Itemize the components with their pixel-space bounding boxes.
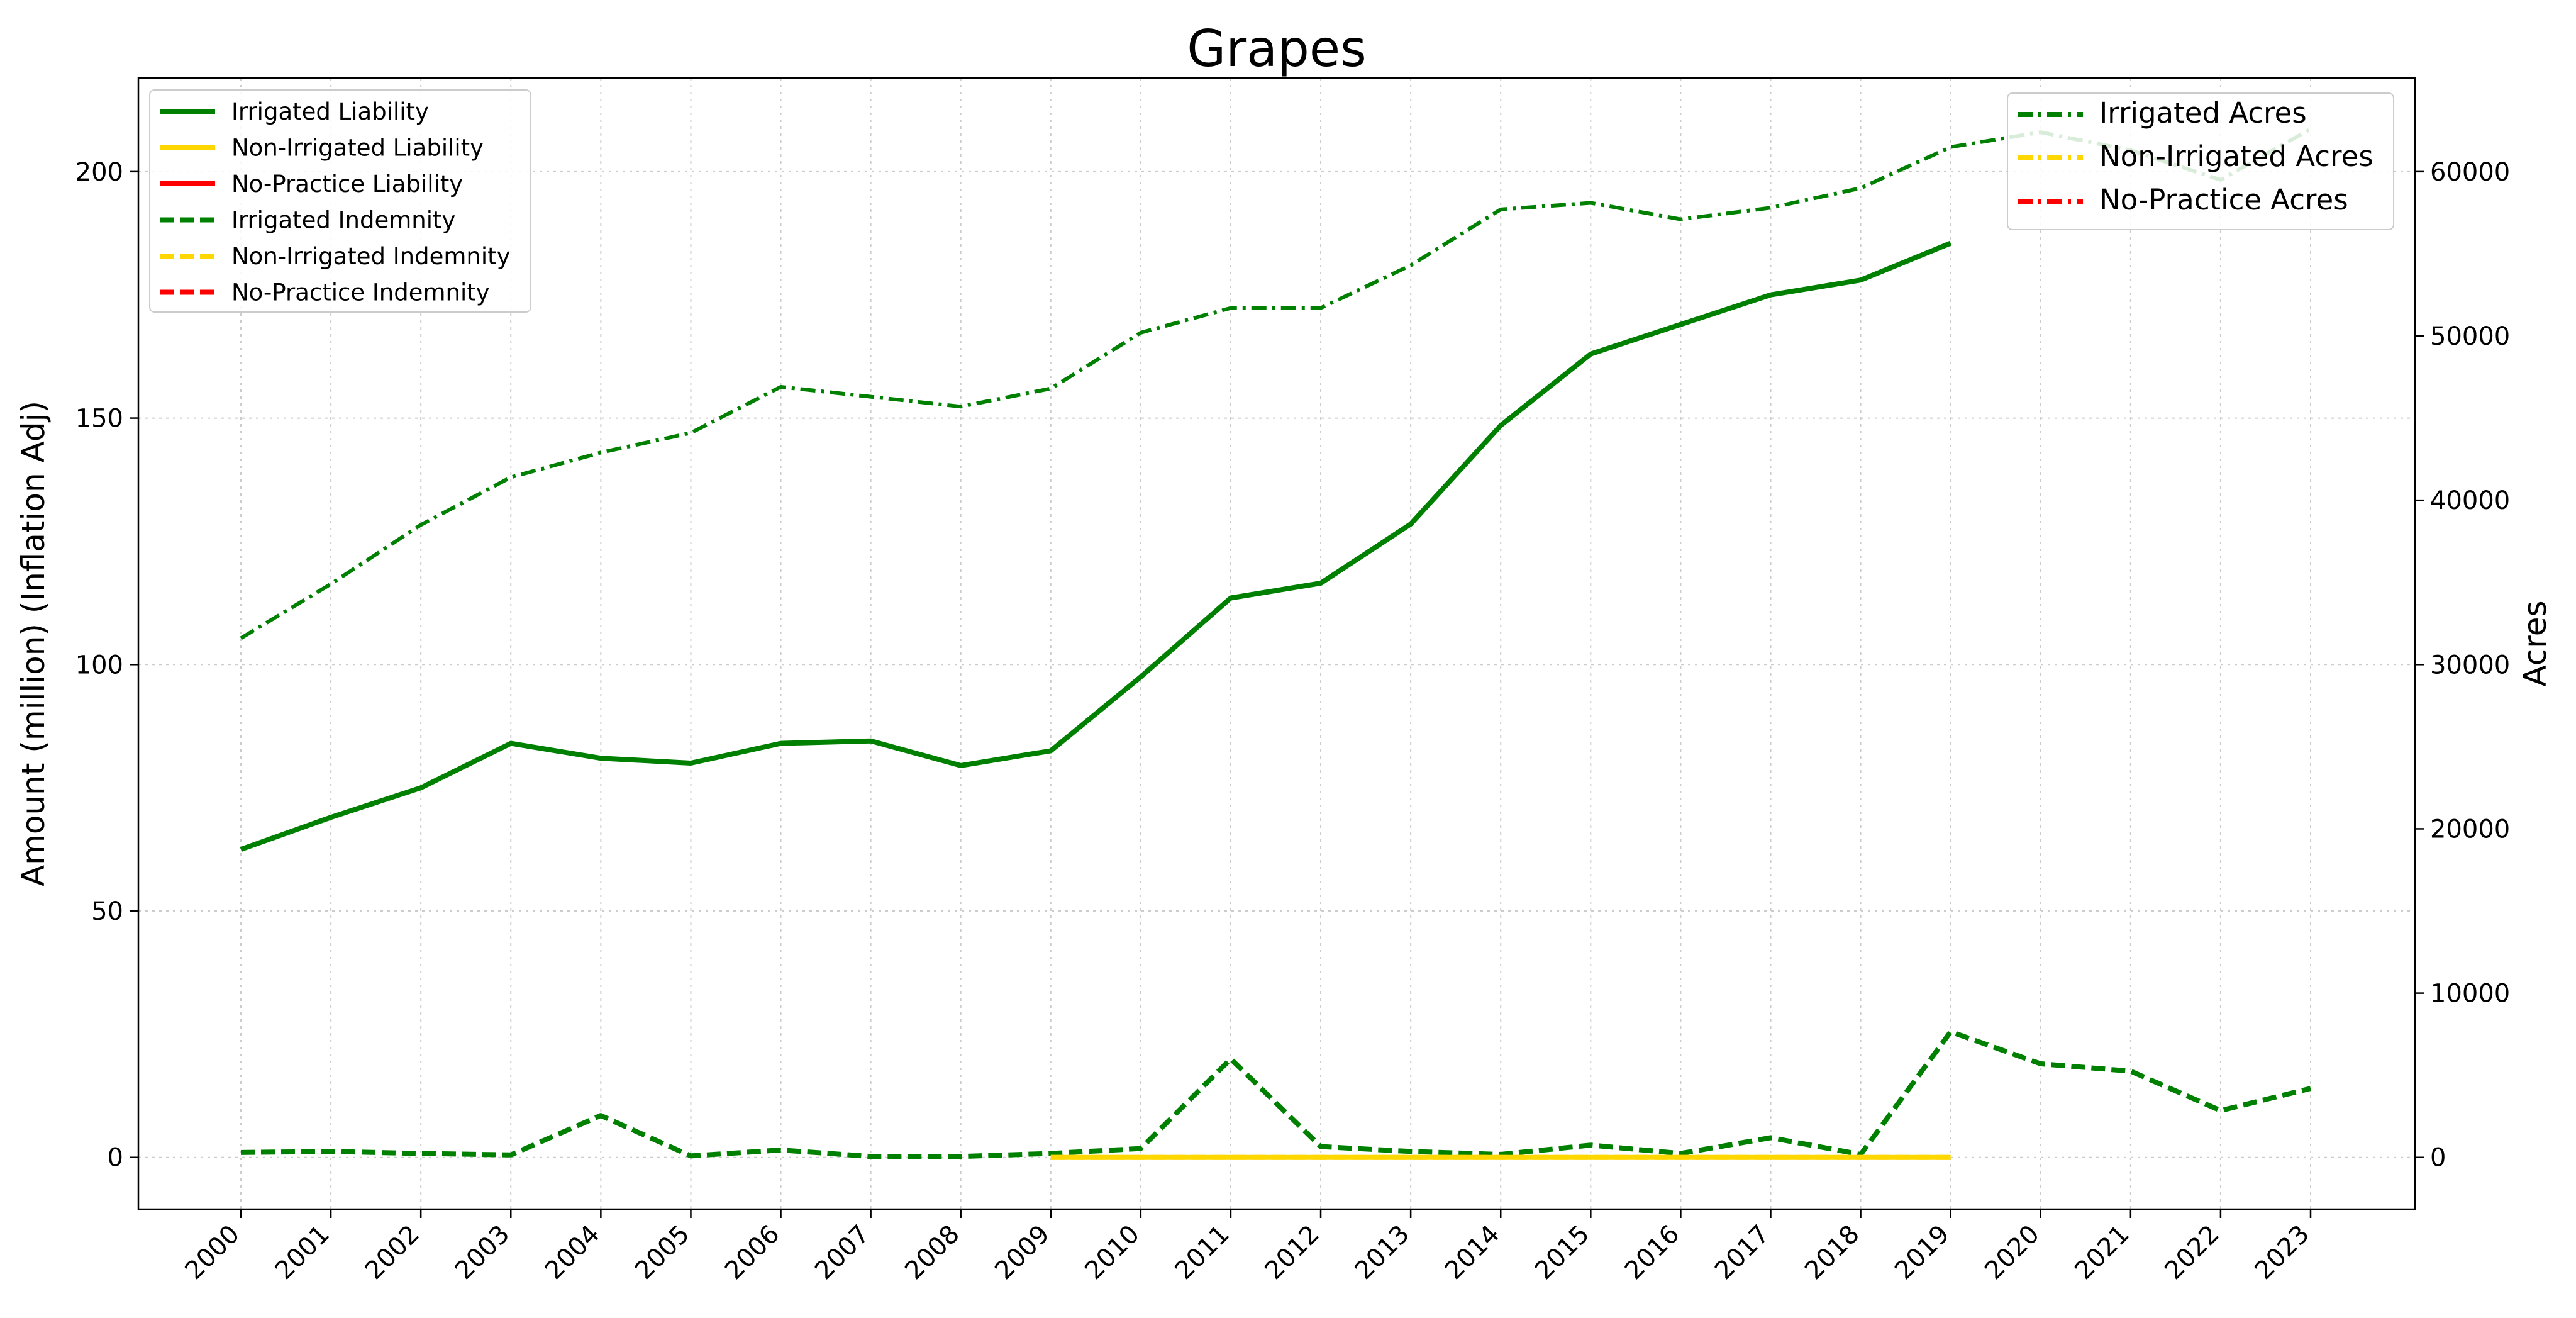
y-axis-title: Amount (million) (Inflation Adj) <box>15 401 52 886</box>
y2-tick-label: 10000 <box>2430 980 2510 1008</box>
legend-left-frame <box>149 89 531 313</box>
y2-tick-label: 0 <box>2430 1144 2446 1173</box>
legend-label: No-Practice Acres <box>2099 183 2348 216</box>
y-axis-right: 0 10000 20000 30000 40000 50000 60000 <box>2415 158 2510 1173</box>
y2-tick-label: 60000 <box>2430 158 2510 187</box>
y-tick-label: 150 <box>75 405 123 433</box>
y-tick-label: 0 <box>108 1144 123 1173</box>
legend-label: No-Practice Indemnity <box>231 279 490 306</box>
series-irrigated-indemnity <box>240 1029 2311 1159</box>
legend-label: Irrigated Indemnity <box>231 207 455 234</box>
y2-axis-title: Acres <box>2517 600 2553 686</box>
chart-title: Grapes <box>1187 20 1367 78</box>
legend-label: Non-Irrigated Indemnity <box>231 243 511 270</box>
y2-tick-label: 50000 <box>2430 322 2510 351</box>
legend-label: Non-Irrigated Acres <box>2099 140 2373 173</box>
legend-right-frame <box>2007 92 2394 230</box>
legend-label: No-Practice Liability <box>231 170 463 198</box>
legend-right: Irrigated Acres Non-Irrigated Acres No-Pra… <box>2007 92 2394 230</box>
series-irrigated-acres <box>240 127 2312 640</box>
legend-left: Irrigated Liability Non-Irrigated Liabili… <box>149 89 531 313</box>
legend-label: Non-Irrigated Liability <box>231 135 484 162</box>
legend-label: Irrigated Liability <box>231 98 429 125</box>
y-tick-label: 200 <box>75 158 123 187</box>
y2-tick-label: 20000 <box>2430 815 2510 844</box>
y2-tick-label: 30000 <box>2430 651 2510 679</box>
y-axis-left: 0 50 100 150 200 <box>75 158 138 1173</box>
plot-frame <box>137 77 2416 1210</box>
data-series <box>240 127 2312 1160</box>
y-tick-label: 50 <box>91 897 123 926</box>
y-tick-label: 100 <box>75 651 123 679</box>
legend-label: Irrigated Acres <box>2099 96 2307 130</box>
series-irrigated-liability <box>240 240 1952 852</box>
y2-tick-label: 40000 <box>2430 486 2510 515</box>
